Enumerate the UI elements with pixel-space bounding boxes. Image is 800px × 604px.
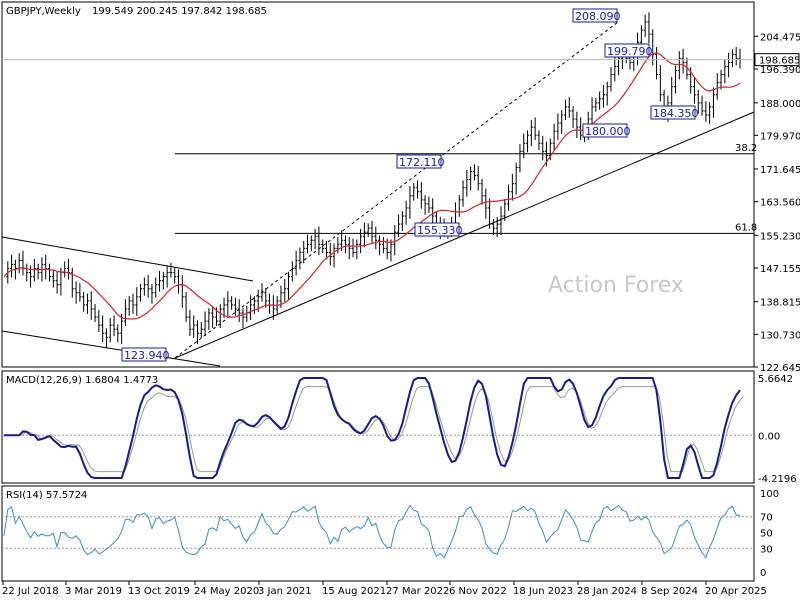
- price-label: 172.110: [399, 156, 445, 169]
- x-tick-label: 18 Jun 2023: [513, 586, 573, 597]
- price-label-box: [582, 123, 628, 138]
- price-label: 184.350: [653, 107, 699, 120]
- rsi-tick-label: 70: [760, 513, 773, 524]
- fib-label: 38.2: [735, 143, 757, 154]
- x-tick-label: 15 Aug 2021: [322, 586, 386, 597]
- main-panel[interactable]: [1, 1, 755, 368]
- y-tick-label: 163.560: [760, 198, 800, 209]
- watermark: Action Forex: [548, 273, 684, 298]
- price-label-box: [414, 222, 460, 237]
- rsi-path: [3, 504, 741, 560]
- candles: [6, 12, 742, 349]
- x-tick-label: 28 Jan 2024: [577, 586, 637, 597]
- macd-lines: 5.6642 0.00 -4.2196: [2, 374, 797, 485]
- x-tick-label: 27 Mar 2022: [386, 586, 449, 597]
- sma-line: [3, 52, 741, 320]
- price-label-box: [650, 105, 696, 120]
- price-label: 180.000: [585, 125, 631, 138]
- price-label-box: [396, 154, 442, 169]
- last-price-box: [754, 53, 800, 67]
- y-tick-label: 155.230: [760, 231, 800, 242]
- y-axis: 204.475 196.390 188.000 179.970 171.645 163.5…: [2, 32, 800, 374]
- y-tick-label: 138.815: [760, 298, 800, 309]
- x-tick-label: 22 Jul 2018: [2, 586, 59, 597]
- ohlc-header: 199.549 200.245 197.842 198.685: [92, 6, 267, 17]
- macd-panel[interactable]: [1, 370, 755, 484]
- macd-tick-label: 0.00: [758, 431, 780, 442]
- y-tick-label: 122.645: [760, 363, 800, 374]
- rsi-tick-label: 0: [760, 568, 766, 579]
- price-guides: 38.2 61.8: [175, 143, 757, 234]
- y-tick-label: 179.970: [760, 131, 800, 142]
- y-tick-label: 188.000: [760, 99, 800, 110]
- y-tick-label: 204.475: [760, 32, 800, 43]
- last-price-label: 198.685: [759, 56, 800, 67]
- price-label: 208.090: [575, 10, 621, 23]
- y-tick-label: 196.390: [760, 65, 800, 76]
- fib-label: 61.8: [735, 222, 757, 233]
- macd-tick-label: -4.2196: [758, 474, 797, 485]
- x-tick-label: 20 Apr 2025: [705, 586, 767, 597]
- rsi-panel[interactable]: [1, 485, 755, 582]
- rsi-tick-label: 50: [760, 529, 773, 540]
- price-label-box: [572, 8, 618, 23]
- x-tick-label: 13 Oct 2019: [128, 586, 190, 597]
- trendlines: [1, 21, 755, 367]
- price-label: 155.330: [417, 224, 463, 237]
- price-label-box: [604, 43, 650, 58]
- y-tick-label: 171.645: [760, 165, 800, 176]
- x-tick-label: 6 Nov 2022: [449, 586, 507, 597]
- macd-signal-line: [7, 386, 744, 473]
- y-tick-label: 147.155: [760, 264, 800, 275]
- price-labels: 208.090 199.790 172.110 180.000 184.350 155.3…: [121, 8, 699, 362]
- sma-path: [3, 52, 741, 320]
- x-tick-label: 24 May 2020: [194, 586, 259, 597]
- symbol-header: GBPJPY,Weekly: [6, 6, 81, 17]
- x-tick-label: 3 Mar 2019: [65, 586, 122, 597]
- price-label: 123.940: [124, 349, 170, 362]
- rsi-tick-label: 100: [760, 489, 779, 500]
- rsi-tick-label: 30: [760, 544, 773, 555]
- price-label-box: [121, 347, 167, 362]
- price-label: 199.790: [607, 45, 653, 58]
- macd-main-line: [4, 377, 741, 479]
- rsi-title: RSI(14) 57.5724: [6, 490, 87, 501]
- x-tick-label: 3 Jan 2021: [258, 586, 312, 597]
- x-axis: 22 Jul 2018 3 Mar 2019 13 Oct 2019 24 May 2…: [2, 581, 767, 597]
- macd-title: MACD(12,26,9) 1.6804 1.4773: [6, 375, 158, 386]
- rsi-line: 100 70 50 30 0: [2, 489, 779, 579]
- macd-tick-label: 5.6642: [758, 374, 793, 385]
- y-tick-label: 130.730: [760, 330, 800, 341]
- x-tick-label: 8 Sep 2024: [641, 586, 698, 597]
